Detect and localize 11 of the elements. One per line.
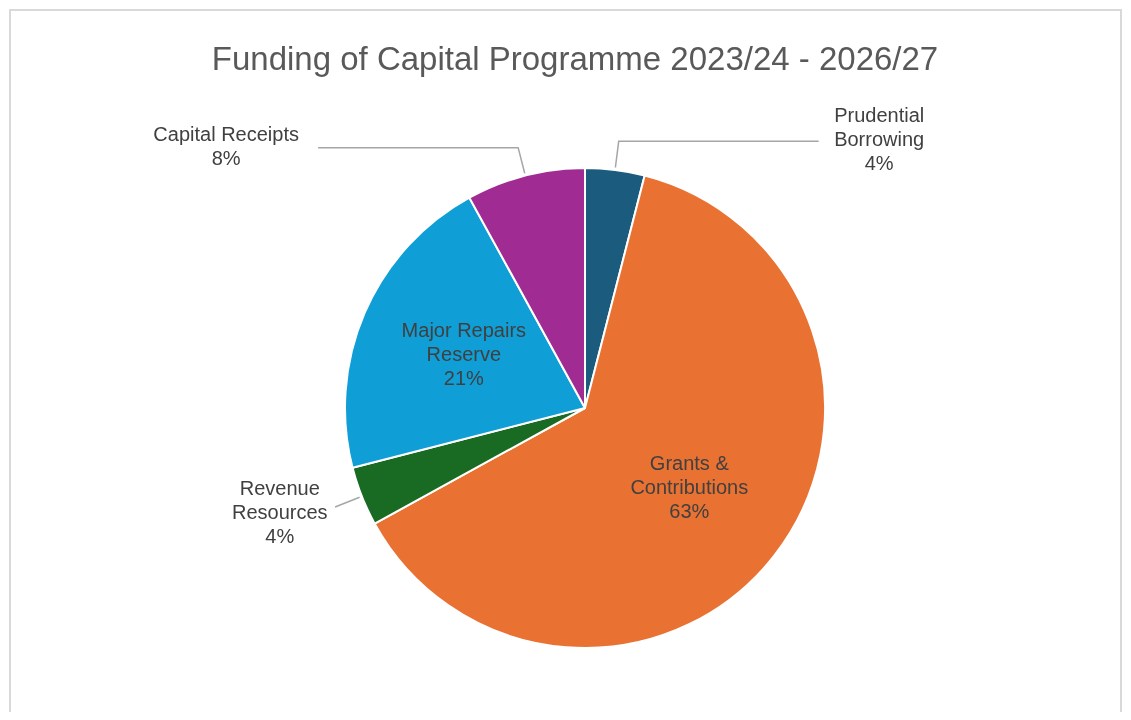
chart-title: Funding of Capital Programme 2023/24 - 2026/27: [211, 40, 939, 77]
slice-label: Major Repairs Reserve: [401, 318, 527, 365]
data-label: 4%: [265, 525, 295, 548]
slice-label: Revenue Resources: [232, 477, 328, 524]
data-label: 21%: [443, 366, 485, 389]
slice-label: Capital Receipts: [153, 122, 299, 145]
data-label: 63%: [669, 500, 710, 523]
slice-label: Grants & Contributions: [630, 452, 749, 499]
slice-label: Prudential Borrowing: [834, 104, 925, 151]
data-label: 8%: [211, 146, 241, 169]
data-label: 4%: [864, 152, 894, 175]
